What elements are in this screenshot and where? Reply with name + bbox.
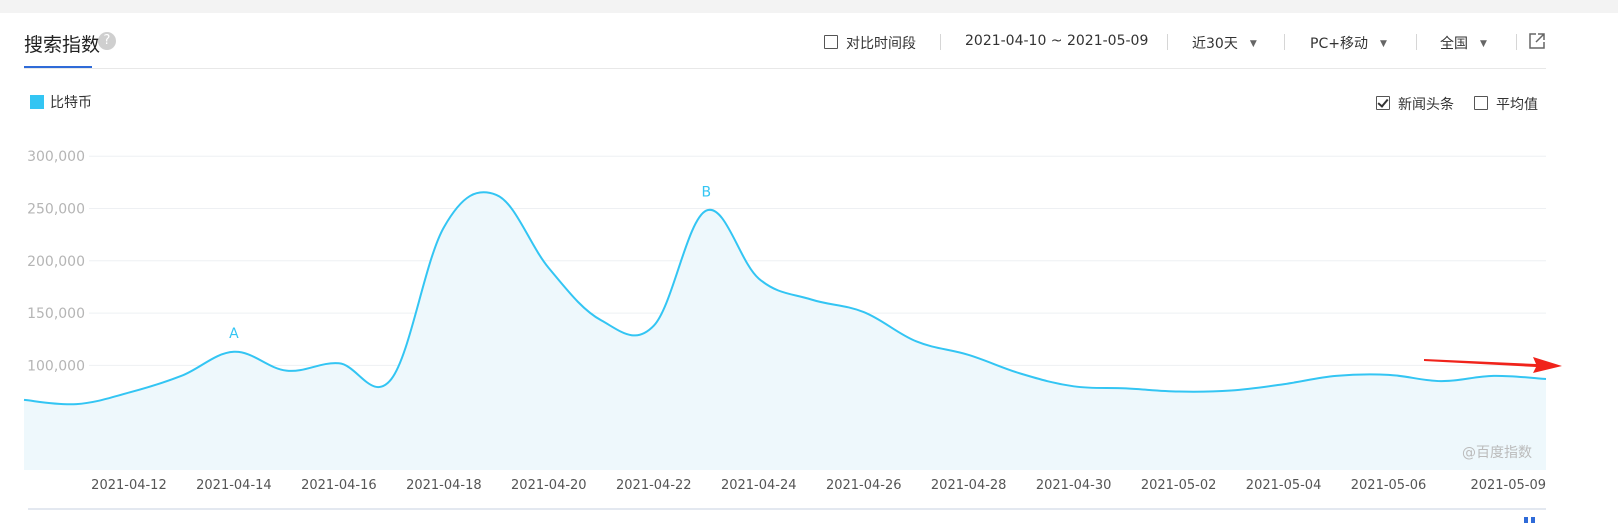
region-label: 全国: [1440, 36, 1468, 52]
period-label: 近30天: [1192, 36, 1238, 52]
average-label: 平均值: [1496, 97, 1538, 113]
range-slider-track[interactable]: [28, 508, 1546, 532]
data-point[interactable]: [1176, 389, 1182, 395]
chart-legend[interactable]: 比特币: [30, 92, 92, 112]
x-tick-label: 2021-04-16: [301, 478, 377, 493]
x-tick-label: 2021-04-30: [1036, 478, 1112, 493]
x-tick-label: 2021-04-24: [721, 478, 797, 493]
active-tab-underline: [24, 66, 92, 68]
x-tick-label: 2021-05-02: [1141, 478, 1217, 493]
data-point[interactable]: [388, 376, 394, 382]
legend-series-label: 比特币: [50, 95, 92, 111]
help-icon[interactable]: ?: [98, 32, 116, 50]
series-line[interactable]: [23, 191, 1547, 406]
range-slider-handle[interactable]: [1524, 508, 1546, 523]
period-dropdown[interactable]: 近30天 ▼: [1192, 33, 1257, 53]
y-tick-label: 100,000: [27, 358, 85, 374]
x-tick-label: 2021-04-26: [826, 478, 902, 493]
data-point[interactable]: [1281, 381, 1287, 387]
compare-label: 对比时间段: [846, 36, 916, 52]
area-fill: [24, 192, 1546, 470]
device-label: PC+移动: [1310, 36, 1368, 52]
data-point[interactable]: [546, 265, 552, 271]
data-point[interactable]: [703, 208, 709, 214]
caret-down-icon: ▼: [1379, 39, 1387, 49]
data-point[interactable]: [1491, 373, 1497, 379]
data-point[interactable]: [966, 352, 972, 358]
region-dropdown[interactable]: 全国 ▼: [1440, 33, 1487, 53]
separator: [1167, 34, 1168, 50]
date-range-picker[interactable]: 2021-04-10 ~ 2021-05-09: [965, 33, 1149, 49]
device-dropdown[interactable]: PC+移动 ▼: [1310, 33, 1387, 53]
news-annotation-marker[interactable]: B: [701, 185, 711, 201]
data-point[interactable]: [21, 397, 27, 403]
data-point[interactable]: [336, 360, 342, 366]
compare-checkbox[interactable]: [824, 35, 838, 49]
data-point[interactable]: [231, 349, 237, 355]
watermark: @百度指数: [1462, 445, 1532, 461]
data-point[interactable]: [808, 297, 814, 303]
x-tick-label: 2021-04-14: [196, 478, 272, 493]
data-point[interactable]: [1018, 371, 1024, 377]
x-tick-label: 2021-04-18: [406, 478, 482, 493]
compare-period-toggle[interactable]: 对比时间段: [824, 33, 916, 53]
data-point[interactable]: [861, 309, 867, 315]
data-point[interactable]: [1228, 388, 1234, 394]
legend-swatch: [30, 95, 44, 109]
data-point[interactable]: [1123, 385, 1129, 391]
data-point[interactable]: [913, 338, 919, 344]
data-point[interactable]: [178, 373, 184, 379]
y-tick-label: 150,000: [27, 306, 85, 322]
news-headlines-toggle[interactable]: 新闻头条: [1376, 94, 1454, 114]
data-point[interactable]: [1333, 373, 1339, 379]
data-point[interactable]: [598, 317, 604, 323]
x-tick-label: 2021-04-12: [91, 478, 167, 493]
data-point[interactable]: [1438, 378, 1444, 384]
data-point[interactable]: [126, 390, 132, 396]
header-divider: [24, 68, 1546, 69]
x-tick-label: 2021-04-28: [931, 478, 1007, 493]
data-point[interactable]: [756, 276, 762, 282]
average-toggle[interactable]: 平均值: [1474, 94, 1538, 114]
average-checkbox[interactable]: [1474, 96, 1488, 110]
data-point[interactable]: [493, 192, 499, 198]
data-point[interactable]: [73, 401, 79, 407]
y-tick-label: 300,000: [27, 149, 85, 165]
data-point[interactable]: [441, 224, 447, 230]
separator: [1284, 34, 1285, 50]
red-arrow-annotation: [1424, 357, 1562, 373]
x-tick-label: 2021-04-20: [511, 478, 587, 493]
separator: [940, 34, 941, 50]
caret-down-icon: ▼: [1480, 39, 1487, 49]
data-point[interactable]: [283, 368, 289, 374]
news-checkbox[interactable]: [1376, 96, 1390, 110]
top-strip: [0, 0, 1618, 13]
x-tick-label: 2021-05-09: [1470, 478, 1546, 493]
separator: [1516, 34, 1517, 50]
news-label: 新闻头条: [1398, 97, 1454, 113]
page-title: 搜索指数: [24, 34, 101, 56]
separator: [1416, 34, 1417, 50]
data-point[interactable]: [1543, 376, 1549, 382]
data-point[interactable]: [1071, 383, 1077, 389]
news-annotation-marker[interactable]: A: [229, 326, 239, 342]
external-link-icon[interactable]: [1528, 32, 1546, 50]
data-point[interactable]: [1386, 372, 1392, 378]
x-tick-label: 2021-05-04: [1246, 478, 1322, 493]
data-point[interactable]: [651, 323, 657, 329]
x-tick-label: 2021-04-22: [616, 478, 692, 493]
x-tick-label: 2021-05-06: [1351, 478, 1427, 493]
y-tick-label: 250,000: [27, 202, 85, 218]
y-tick-label: 200,000: [27, 254, 85, 270]
caret-down-icon: ▼: [1249, 39, 1257, 49]
